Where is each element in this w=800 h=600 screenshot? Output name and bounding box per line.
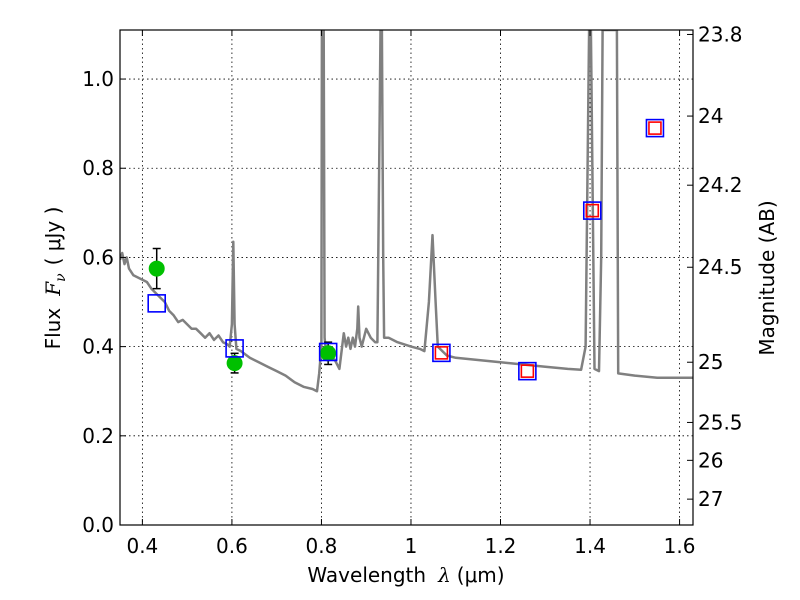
plot-frame: [119, 29, 694, 526]
model-flux-square: [318, 342, 338, 362]
y2-tick-label: 24: [698, 104, 723, 128]
model-flux-square: [432, 343, 451, 363]
y2-tick-label: 26: [698, 448, 723, 472]
y-tick-label: 0.0: [82, 513, 114, 537]
axes: 0.4 0.6 0.8 1 1.2 1.4 1.6 0.0 0.2 0.4 0.6 0.8 1.0 23.…: [82, 22, 742, 558]
model-flux-square: [147, 294, 167, 313]
x-tick-label: 0.8: [306, 534, 338, 558]
x-tick-label: 0.6: [216, 534, 248, 558]
observed-flux-point: [148, 260, 165, 277]
y-tick-label: 0.6: [82, 245, 114, 269]
y-tick-label: 0.8: [82, 156, 114, 180]
y2-tick-label: 24.2: [698, 173, 743, 197]
y-tick-label: 0.4: [82, 335, 114, 359]
model-flux-square: [645, 118, 665, 138]
x-tick-label: 1.6: [664, 534, 696, 558]
observed-flux-point: [320, 345, 337, 362]
y2-tick-label: 25.5: [698, 410, 743, 434]
observed-flux-point: [226, 355, 243, 372]
predicted-flux-square: [648, 121, 662, 135]
y2-axis-label: Magnitude (AB): [755, 200, 779, 355]
y-axis-label: FluxFν( μJy ): [41, 207, 69, 350]
y-tick-label: 0.2: [82, 424, 114, 448]
x-tick-label: 1.4: [574, 534, 606, 558]
x-tick-label: 0.4: [126, 534, 158, 558]
y2-tick-label: 27: [698, 487, 723, 511]
y2-tick-label: 25: [698, 350, 723, 374]
sed-spectrum-line: [120, 30, 693, 393]
y-tick-label: 1.0: [82, 67, 114, 91]
x-tick-label: 1.2: [485, 534, 517, 558]
x-tick-label: 1: [405, 534, 418, 558]
predicted-flux-square: [434, 346, 449, 360]
model-flux-square: [225, 339, 244, 358]
predicted-flux-square: [520, 364, 535, 378]
y2-tick-label: 24.5: [698, 255, 743, 279]
model-flux-square: [582, 201, 602, 220]
model-flux-square: [518, 361, 537, 381]
grid: [120, 30, 693, 526]
predicted-flux-square: [585, 203, 600, 218]
x-axis-label: Wavelength λ (μm): [307, 563, 504, 587]
plot-area: [120, 30, 693, 393]
y2-tick-label: 23.8: [698, 22, 743, 46]
